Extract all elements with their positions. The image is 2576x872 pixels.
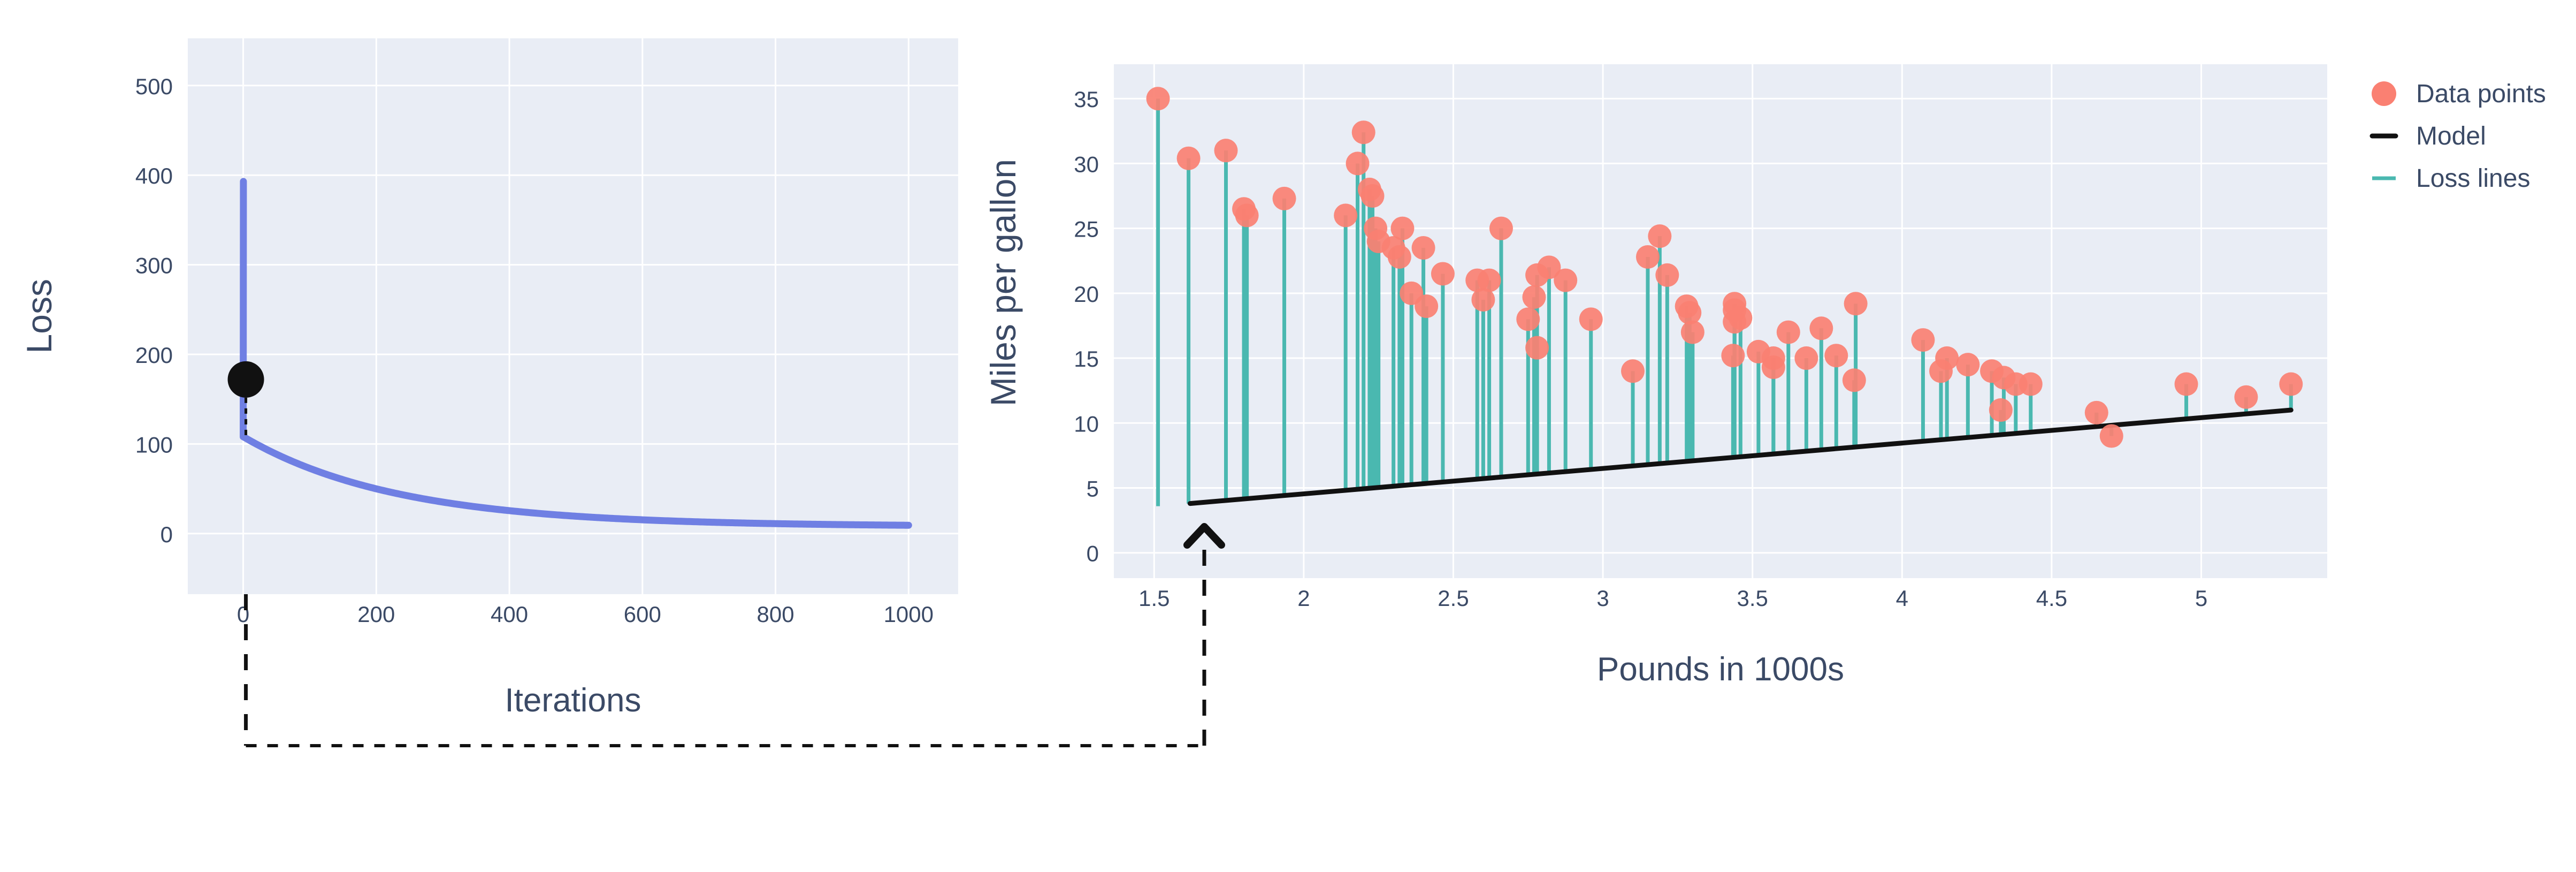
svg-text:Data points: Data points (2416, 80, 2546, 108)
svg-text:400: 400 (135, 163, 173, 188)
svg-text:500: 500 (135, 74, 173, 99)
svg-text:2: 2 (1297, 586, 1310, 611)
svg-text:4.5: 4.5 (2036, 586, 2067, 611)
svg-text:300: 300 (135, 253, 173, 278)
svg-text:800: 800 (757, 602, 794, 627)
svg-text:600: 600 (624, 602, 661, 627)
svg-text:Pounds in 1000s: Pounds in 1000s (1597, 651, 1844, 688)
svg-text:100: 100 (135, 432, 173, 457)
svg-text:Model: Model (2416, 122, 2486, 150)
svg-text:Miles per gallon: Miles per gallon (983, 159, 1023, 406)
svg-text:Iterations: Iterations (505, 682, 641, 719)
svg-text:35: 35 (1074, 87, 1099, 112)
svg-text:400: 400 (491, 602, 528, 627)
svg-text:2.5: 2.5 (1438, 586, 1469, 611)
svg-text:5: 5 (1087, 476, 1099, 501)
svg-text:200: 200 (135, 343, 173, 368)
svg-text:10: 10 (1074, 411, 1099, 436)
svg-text:4: 4 (1896, 586, 1908, 611)
svg-text:15: 15 (1074, 346, 1099, 371)
svg-text:Loss lines: Loss lines (2416, 164, 2530, 193)
svg-text:0: 0 (160, 522, 173, 547)
svg-text:200: 200 (357, 602, 395, 627)
svg-text:1000: 1000 (884, 602, 934, 627)
svg-text:25: 25 (1074, 217, 1099, 242)
svg-text:3.5: 3.5 (1737, 586, 1768, 611)
svg-text:1.5: 1.5 (1138, 586, 1169, 611)
svg-text:0: 0 (1087, 541, 1099, 566)
svg-text:Loss: Loss (19, 279, 59, 353)
svg-text:20: 20 (1074, 282, 1099, 307)
svg-text:3: 3 (1596, 586, 1609, 611)
svg-text:30: 30 (1074, 151, 1099, 177)
svg-text:5: 5 (2195, 586, 2207, 611)
